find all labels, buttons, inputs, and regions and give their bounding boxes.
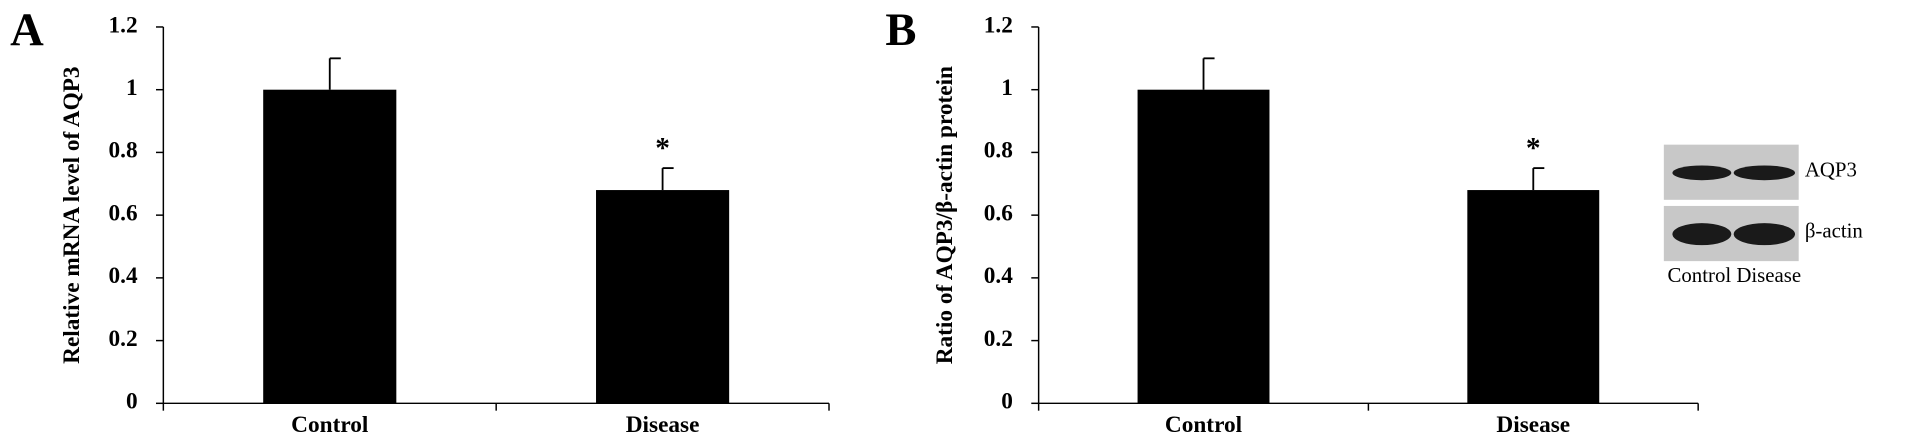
- bar: [596, 190, 730, 404]
- y-tick-label: 0: [1001, 389, 1013, 415]
- x-tick-label: Control: [291, 412, 369, 438]
- y-axis-label: Relative mRNA level of AQP3: [59, 66, 85, 363]
- x-tick-label: Disease: [1496, 412, 1570, 438]
- blot-band: [1672, 165, 1732, 181]
- bar: [1467, 190, 1600, 404]
- y-tick-label: 0.2: [984, 326, 1013, 352]
- blot-column-labels: Control Disease: [1668, 263, 1802, 287]
- y-tick-label: 1: [1001, 75, 1013, 101]
- significance-marker: *: [1526, 133, 1541, 165]
- blot-row-label: AQP3: [1805, 157, 1857, 181]
- y-tick-label: 0: [126, 389, 138, 415]
- y-tick-label: 1: [126, 75, 138, 101]
- y-tick-label: 0.8: [108, 138, 137, 164]
- x-tick-label: Control: [1165, 412, 1243, 438]
- y-tick-label: 1.2: [984, 12, 1013, 38]
- blot-row-label: β-actin: [1805, 219, 1864, 243]
- y-tick-label: 1.2: [108, 12, 137, 38]
- panel-label: A: [10, 4, 44, 56]
- blot-band: [1733, 223, 1796, 246]
- blot-band: [1733, 165, 1796, 181]
- y-tick-label: 0.6: [984, 200, 1013, 226]
- bar: [1137, 89, 1270, 404]
- bar: [263, 89, 397, 404]
- y-tick-label: 0.8: [984, 138, 1013, 164]
- x-tick-label: Disease: [626, 412, 700, 438]
- significance-marker: *: [655, 133, 670, 165]
- blot-band: [1672, 223, 1732, 246]
- y-tick-label: 0.4: [984, 263, 1013, 289]
- panel-label: B: [885, 4, 916, 56]
- y-axis-label: Ratio of AQP3/β-actin protein: [932, 66, 958, 364]
- y-tick-label: 0.4: [108, 263, 137, 289]
- y-tick-label: 0.2: [108, 326, 137, 352]
- y-tick-label: 0.6: [108, 200, 137, 226]
